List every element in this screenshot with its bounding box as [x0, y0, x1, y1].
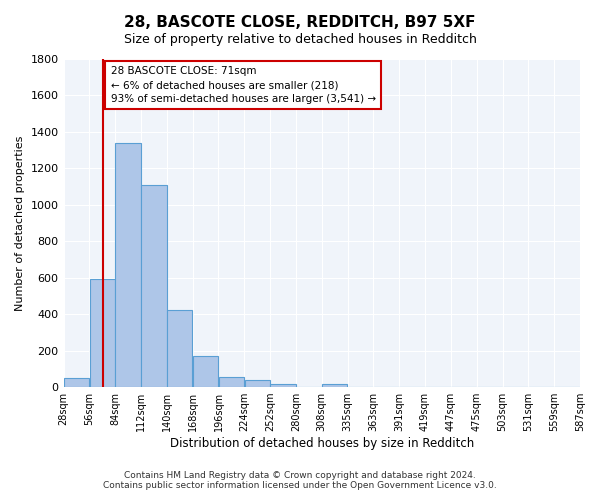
Text: Contains HM Land Registry data © Crown copyright and database right 2024.
Contai: Contains HM Land Registry data © Crown c…: [103, 470, 497, 490]
Bar: [219, 376, 244, 387]
Text: 28, BASCOTE CLOSE, REDDITCH, B97 5XF: 28, BASCOTE CLOSE, REDDITCH, B97 5XF: [124, 15, 476, 30]
Bar: [193, 356, 218, 387]
Bar: [64, 378, 89, 387]
Text: Size of property relative to detached houses in Redditch: Size of property relative to detached ho…: [124, 32, 476, 46]
Bar: [89, 278, 115, 387]
Bar: [271, 384, 296, 387]
Bar: [115, 143, 141, 387]
Bar: [167, 310, 193, 387]
X-axis label: Distribution of detached houses by size in Redditch: Distribution of detached houses by size …: [170, 437, 474, 450]
Bar: [322, 384, 347, 387]
Text: 28 BASCOTE CLOSE: 71sqm
← 6% of detached houses are smaller (218)
93% of semi-de: 28 BASCOTE CLOSE: 71sqm ← 6% of detached…: [110, 66, 376, 104]
Y-axis label: Number of detached properties: Number of detached properties: [15, 136, 25, 310]
Bar: [141, 185, 167, 387]
Bar: [245, 380, 270, 387]
